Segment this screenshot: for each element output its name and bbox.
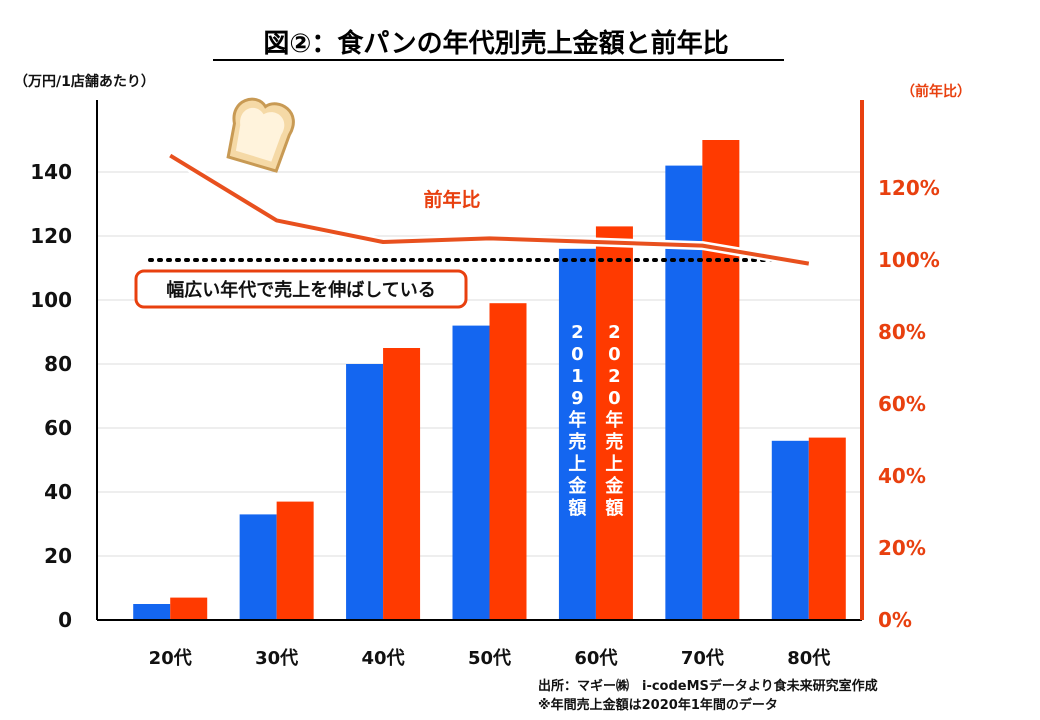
bars (133, 140, 846, 621)
source-note: 出所：マギー㈱ i-codeMSデータより食未来研究室作成 (538, 678, 878, 694)
bar-2019 (239, 514, 277, 620)
vertical-label-2019-char: 上 (568, 454, 586, 475)
vertical-label-2020-char: 上 (605, 454, 623, 475)
left-axis-unit: （万円/1店舗あたり） (14, 73, 155, 90)
vertical-label-2020-char: 0 (608, 344, 621, 365)
vertical-label-2019-char: 売 (568, 431, 586, 453)
left-axis-ticks: 0 20 40 60 80 100 120 140 (30, 160, 72, 632)
vertical-label-2020-char: 売 (605, 431, 623, 453)
bar-2020 (383, 348, 421, 620)
yoy-line (169, 153, 810, 266)
data-period-note: ※年間売上金額は2020年1年間のデータ (538, 697, 778, 713)
vertical-label-2019-char: 0 (571, 344, 584, 365)
category-label: 80代 (787, 648, 830, 669)
vertical-label-2019-char: 1 (571, 366, 584, 387)
y-tick-label: 120 (30, 224, 72, 248)
vertical-label-2019-char: 2 (571, 322, 584, 343)
y-tick-label: 0 (58, 608, 72, 632)
bar-2019 (346, 364, 384, 620)
y2-tick-label: 0% (878, 608, 912, 632)
vertical-label-2020-char: 額 (604, 497, 623, 519)
category-label: 40代 (362, 648, 405, 669)
y-tick-label: 60 (44, 416, 72, 440)
right-axis-ticks: 0% 20% 40% 60% 80% 100% 120% (878, 176, 940, 632)
y2-tick-label: 100% (878, 248, 940, 272)
y-tick-label: 80 (44, 352, 72, 376)
vertical-label-2019-char: 金 (567, 475, 587, 497)
y-tick-label: 40 (44, 480, 72, 504)
category-labels: 20代 30代 40代 50代 60代 70代 80代 (149, 648, 831, 669)
vertical-label-2020-char: 金 (604, 475, 624, 497)
y-tick-label: 140 (30, 160, 72, 184)
bar-2019 (665, 165, 703, 620)
bar-2019 (771, 440, 809, 620)
annotation-text: 幅広い年代で売上を伸ばしている (166, 279, 435, 301)
bar-2020 (595, 226, 633, 620)
category-label: 70代 (681, 648, 724, 669)
vertical-label-2019-char: 額 (567, 497, 586, 519)
vertical-label-2019-char: 9 (571, 388, 584, 409)
annotation-box (134, 269, 468, 309)
bar-2020 (170, 597, 208, 620)
bar-2020 (276, 501, 314, 620)
category-label: 20代 (149, 648, 192, 669)
bar-2020 (702, 140, 740, 620)
category-label: 60代 (574, 648, 617, 669)
vertical-label-2020-char: 0 (608, 388, 621, 409)
vertical-label-2020-char: 2 (608, 366, 621, 387)
y2-tick-label: 80% (878, 320, 926, 344)
y2-tick-label: 40% (878, 464, 926, 488)
category-label: 50代 (468, 648, 511, 669)
category-label: 30代 (255, 648, 298, 669)
bread-illustration (226, 97, 295, 173)
y2-tick-label: 60% (878, 392, 926, 416)
y2-tick-label: 120% (878, 176, 940, 200)
yoy-line-label: 前年比 (423, 188, 480, 211)
bar-2020 (808, 437, 846, 620)
y2-tick-label: 20% (878, 536, 926, 560)
y-tick-label: 100 (30, 288, 72, 312)
vertical-label-2020-char: 2 (608, 322, 621, 343)
right-axis-unit: （前年比） (901, 83, 971, 100)
vertical-label-2019-char: 年 (568, 409, 586, 431)
bar-2019 (133, 604, 171, 620)
bar-2020 (489, 303, 527, 620)
vertical-label-2020-char: 年 (605, 409, 623, 431)
chart-title: 図②：食パンの年代別売上金額と前年比 (263, 28, 728, 59)
y-tick-label: 20 (44, 544, 72, 568)
bar-2019 (558, 248, 596, 621)
bar-2019 (452, 325, 490, 620)
